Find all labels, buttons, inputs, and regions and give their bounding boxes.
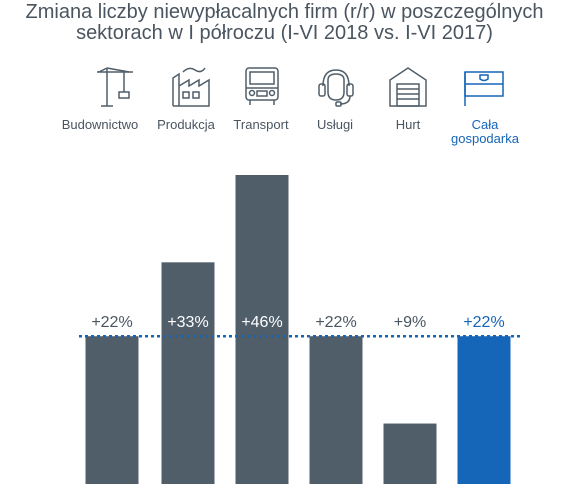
value-label-transport: +46%: [241, 314, 282, 331]
value-label-budownictwo: +22%: [91, 314, 132, 331]
category-label-hurt: Hurt: [395, 117, 421, 132]
flag-icon: [462, 64, 506, 108]
value-label-cała-gospodarka: +22%: [463, 314, 504, 331]
chart-title: Zmiana liczby niewypłacalnych firm (r/r)…: [0, 2, 569, 44]
chart-title-line-1: Zmiana liczby niewypłacalnych firm (r/r)…: [25, 1, 544, 23]
headset-icon: [314, 64, 358, 108]
bar-usługi: [309, 336, 363, 484]
category-label-uslugi: Usługi: [316, 117, 354, 132]
bar-produkcja: [161, 262, 215, 484]
category-label-produkcja: Produkcja: [157, 117, 215, 132]
value-label-usługi: +22%: [315, 314, 356, 331]
category-label-cala-gospodarka: Cała gospodarka: [451, 117, 519, 146]
category-label-transport: Transport: [233, 117, 289, 132]
crane-icon: [93, 64, 137, 108]
value-label-hurt: +9%: [394, 314, 426, 331]
warehouse-icon: [386, 64, 430, 108]
bar-cała-gospodarka: [457, 336, 511, 484]
factory-icon: [169, 64, 213, 108]
chart-title-line-2: sektorach w I półroczu (I-VI 2018 vs. I-…: [76, 22, 493, 44]
bar-transport: [235, 175, 289, 484]
bar-hurt: [383, 423, 437, 484]
truck-icon: [240, 64, 284, 108]
bar-budownictwo: [85, 336, 139, 484]
value-label-produkcja: +33%: [167, 314, 208, 331]
category-label-budownictwo: Budownictwo: [61, 117, 139, 132]
